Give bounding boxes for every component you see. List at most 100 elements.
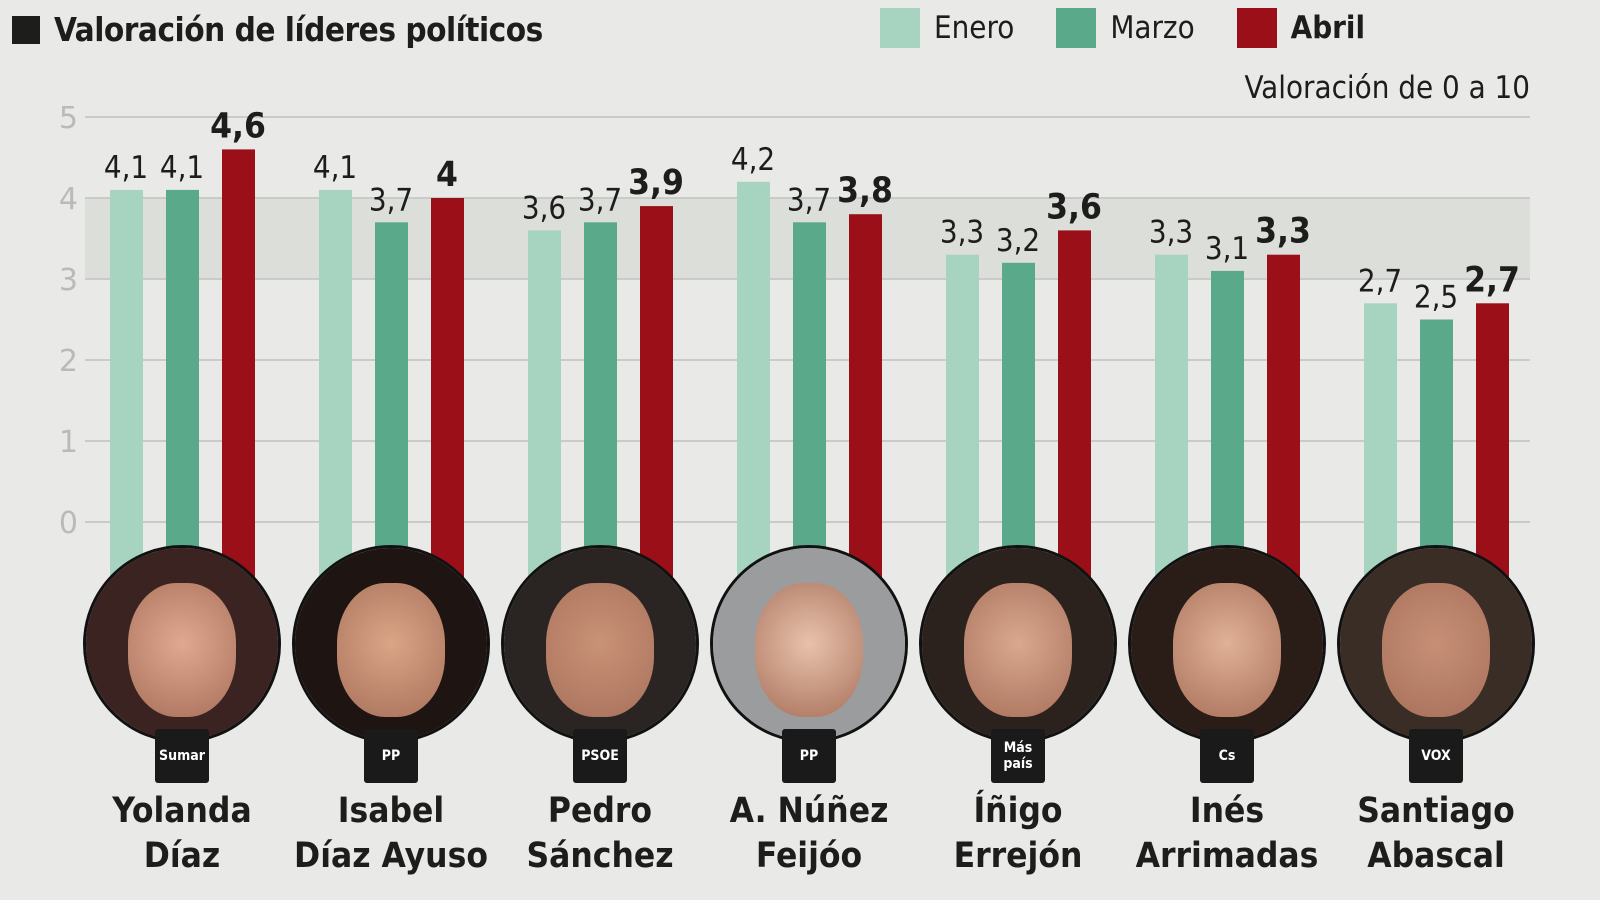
party-logo-text: PSOE — [581, 748, 619, 764]
party-logo-text: Más país — [1003, 740, 1033, 772]
leader-name: Íñigo Errejón — [914, 789, 1122, 879]
data-label: 3,8 — [837, 171, 893, 211]
bar-enero — [737, 181, 770, 601]
leader-photo — [1128, 545, 1326, 743]
leader-card: Más país Íñigo Errejón — [914, 545, 1122, 879]
bar-abril — [640, 206, 673, 600]
legend: Enero Marzo Abril — [880, 8, 1407, 48]
legend-item-enero: Enero — [880, 8, 1014, 48]
data-label: 4,2 — [731, 142, 775, 178]
leader-last-name: Arrimadas — [1135, 836, 1319, 876]
bar-abril — [431, 198, 464, 600]
y-tick-label: 2 — [59, 344, 78, 379]
y-tick-label: 5 — [59, 101, 78, 136]
data-label: 4 — [436, 155, 458, 195]
legend-swatch — [880, 8, 920, 48]
data-label: 2,7 — [1358, 263, 1402, 299]
bar-marzo — [584, 222, 617, 601]
bar-marzo — [375, 222, 408, 601]
data-label: 3,9 — [628, 163, 684, 203]
party-logo-text: PP — [799, 748, 819, 764]
leader-name: Santiago Abascal — [1332, 789, 1540, 879]
leader-first-name: A. Núñez — [729, 791, 889, 831]
legend-swatch — [1056, 8, 1097, 48]
leader-first-name: Inés — [1189, 791, 1265, 831]
data-label: 3,7 — [787, 182, 831, 218]
leader-card: PP A. Núñez Feijóo — [705, 545, 913, 879]
leader-last-name: Sánchez — [526, 836, 674, 876]
legend-item-abril: Abril — [1236, 8, 1365, 48]
leader-first-name: Yolanda — [112, 791, 252, 831]
y-tick-label: 3 — [59, 263, 78, 298]
party-logo-icon: Cs — [1200, 729, 1254, 783]
leader-last-name: Díaz — [143, 836, 221, 876]
data-label: 3,3 — [1149, 215, 1193, 251]
party-logo-icon: PP — [782, 729, 836, 783]
data-label: 2,7 — [1464, 260, 1520, 300]
data-label: 4,1 — [160, 150, 204, 186]
y-tick-label: 4 — [59, 182, 78, 217]
data-label: 4,6 — [210, 106, 266, 146]
bar-marzo — [166, 189, 199, 600]
leader-card: Sumar Yolanda Díaz — [78, 545, 286, 879]
y-tick-label: 1 — [59, 425, 78, 460]
leader-card: Cs Inés Arrimadas — [1123, 545, 1331, 879]
bar-abril — [222, 149, 255, 600]
party-logo-text: Cs — [1218, 748, 1236, 764]
data-label: 3,2 — [996, 223, 1040, 259]
data-label: 3,7 — [578, 182, 622, 218]
bar-abril — [1058, 230, 1091, 600]
chart-subtitle: Valoración de 0 a 10 — [1244, 70, 1530, 106]
data-label: 4,1 — [104, 150, 148, 186]
leader-name: Yolanda Díaz — [78, 789, 286, 879]
bar-enero — [110, 189, 143, 600]
leader-card: PSOE Pedro Sánchez — [496, 545, 704, 879]
leader-first-name: Santiago — [1357, 791, 1515, 831]
leader-first-name: Pedro — [547, 791, 653, 831]
data-label: 4,1 — [313, 150, 357, 186]
party-logo-text: Sumar — [159, 748, 205, 764]
title-square-icon — [12, 15, 40, 44]
bar-enero — [319, 189, 352, 600]
leader-photo — [710, 545, 908, 743]
legend-item-marzo: Marzo — [1056, 8, 1195, 48]
leader-card: PP Isabel Díaz Ayuso — [287, 545, 495, 879]
leader-last-name: Feijóo — [755, 836, 863, 876]
party-logo-icon: VOX — [1409, 729, 1463, 783]
leader-photo — [292, 545, 490, 743]
party-logo-icon: PSOE — [573, 729, 627, 783]
party-logo-icon: PP — [364, 729, 418, 783]
leader-photo — [1337, 545, 1535, 743]
data-label: 3,6 — [522, 190, 566, 226]
leader-name: A. Núñez Feijóo — [705, 789, 913, 879]
data-label: 3,3 — [1255, 212, 1311, 252]
leader-photo — [501, 545, 699, 743]
data-label: 2,5 — [1414, 280, 1458, 316]
bar-marzo — [1002, 262, 1035, 600]
leader-name: Inés Arrimadas — [1123, 789, 1331, 879]
leader-last-name: Errejón — [953, 836, 1083, 876]
bar-marzo — [793, 222, 826, 601]
data-label: 3,7 — [369, 182, 413, 218]
leader-first-name: Íñigo — [973, 791, 1063, 831]
bar-abril — [849, 214, 882, 600]
party-logo-icon: Más país — [991, 729, 1045, 783]
bar-enero — [946, 254, 979, 600]
data-label: 3,3 — [940, 215, 984, 251]
leader-last-name: Abascal — [1367, 836, 1505, 876]
bar-enero — [528, 230, 561, 600]
leader-photo — [83, 545, 281, 743]
leader-card: VOX Santiago Abascal — [1332, 545, 1540, 879]
party-logo-icon: Sumar — [155, 729, 209, 783]
leader-photo — [919, 545, 1117, 743]
data-label: 3,6 — [1046, 187, 1102, 227]
chart-title: Valoración de líderes políticos — [12, 10, 543, 49]
y-tick-label: 0 — [59, 506, 78, 541]
leader-name: Isabel Díaz Ayuso — [287, 789, 495, 879]
party-logo-text: PP — [381, 748, 401, 764]
leader-name: Pedro Sánchez — [496, 789, 704, 879]
leader-first-name: Isabel — [337, 791, 445, 831]
bar-enero — [1155, 254, 1188, 600]
leader-last-name: Díaz Ayuso — [294, 836, 488, 876]
data-label: 3,1 — [1205, 231, 1249, 267]
